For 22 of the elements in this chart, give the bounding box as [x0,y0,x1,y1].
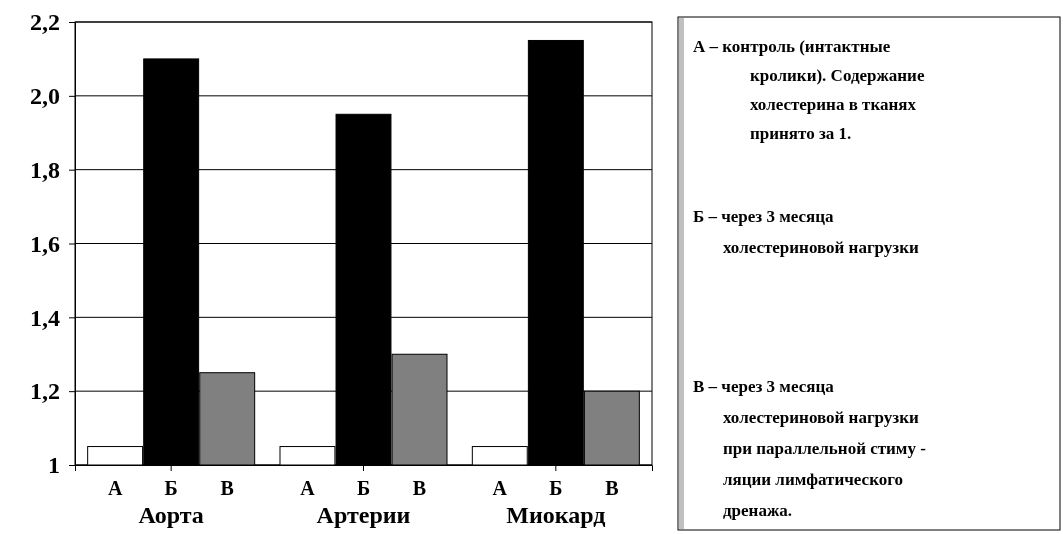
y-tick-label: 1,2 [30,378,60,405]
y-tick-label: 1,4 [30,304,60,331]
text: В [605,477,619,499]
text: А [492,477,508,499]
y-tick-label: 2,2 [30,9,60,36]
text: А – контроль (интактные кролики). Содержание холестерина в тканях принято за 1. [693,37,925,143]
series-label: В [220,477,234,499]
x-tick-label: Аорта [138,502,204,528]
series-label: А [107,477,123,499]
text: Б [549,477,563,499]
y-tick-label: 1 [48,452,60,479]
y-tick-label: 1,6 [30,230,60,257]
x-tick-label: Артерии [316,502,411,528]
text: В – через 3 месяца холестериновой нагрузки при параллельной стиму - ляции лимфатического дренажа. [693,377,927,520]
text: Б – через 3 месяца холестериновой нагрузки [693,207,919,257]
text: А [300,477,315,499]
text: В [412,477,427,499]
text: Б [356,477,371,499]
y-tick-label: 1,8 [30,156,60,183]
y-tick-label: 2,0 [30,83,60,110]
series-label: Б [164,477,178,499]
x-tick-label: Миокард [506,502,606,528]
